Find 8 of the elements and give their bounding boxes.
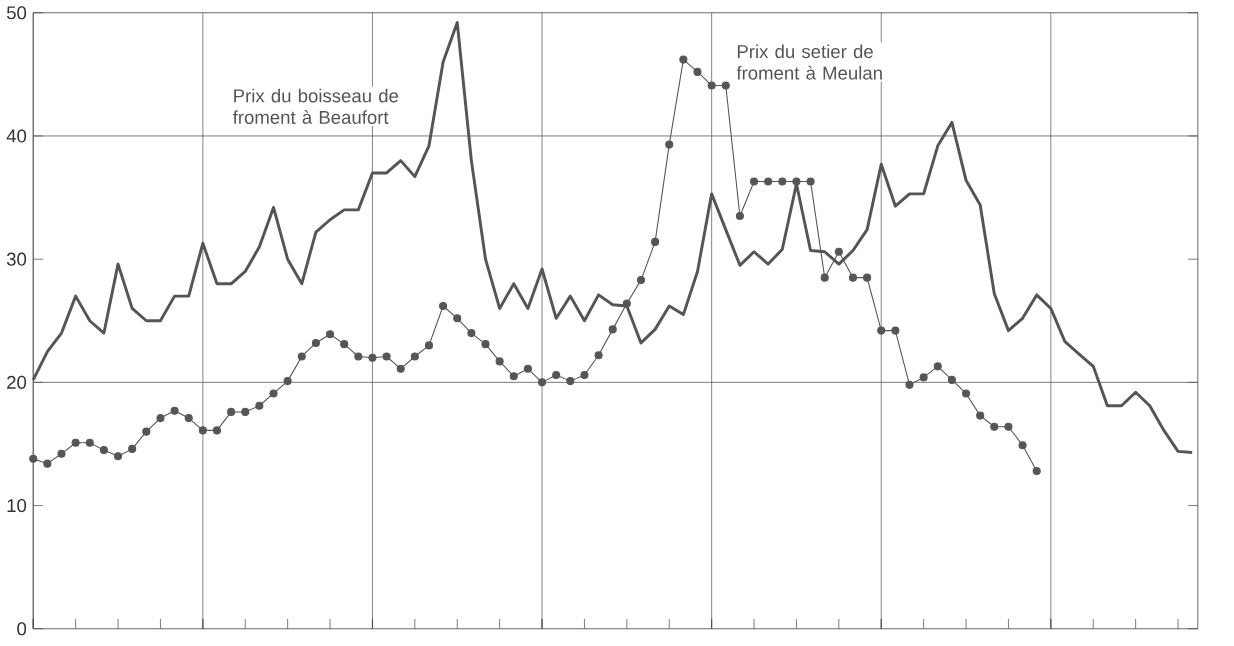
y-tick-label: 40 [6,129,27,143]
y-tick-label: 50 [6,6,27,20]
series-label: Prix du boisseau de froment à Beaufort [232,88,399,124]
y-tick-label: 0 [17,622,27,636]
y-tick-label: 20 [7,375,27,389]
series-label: Prix du setier de froment à Meulan [736,44,882,80]
y-tick-label: 30 [6,252,27,266]
y-tick-label: 10 [7,498,27,513]
